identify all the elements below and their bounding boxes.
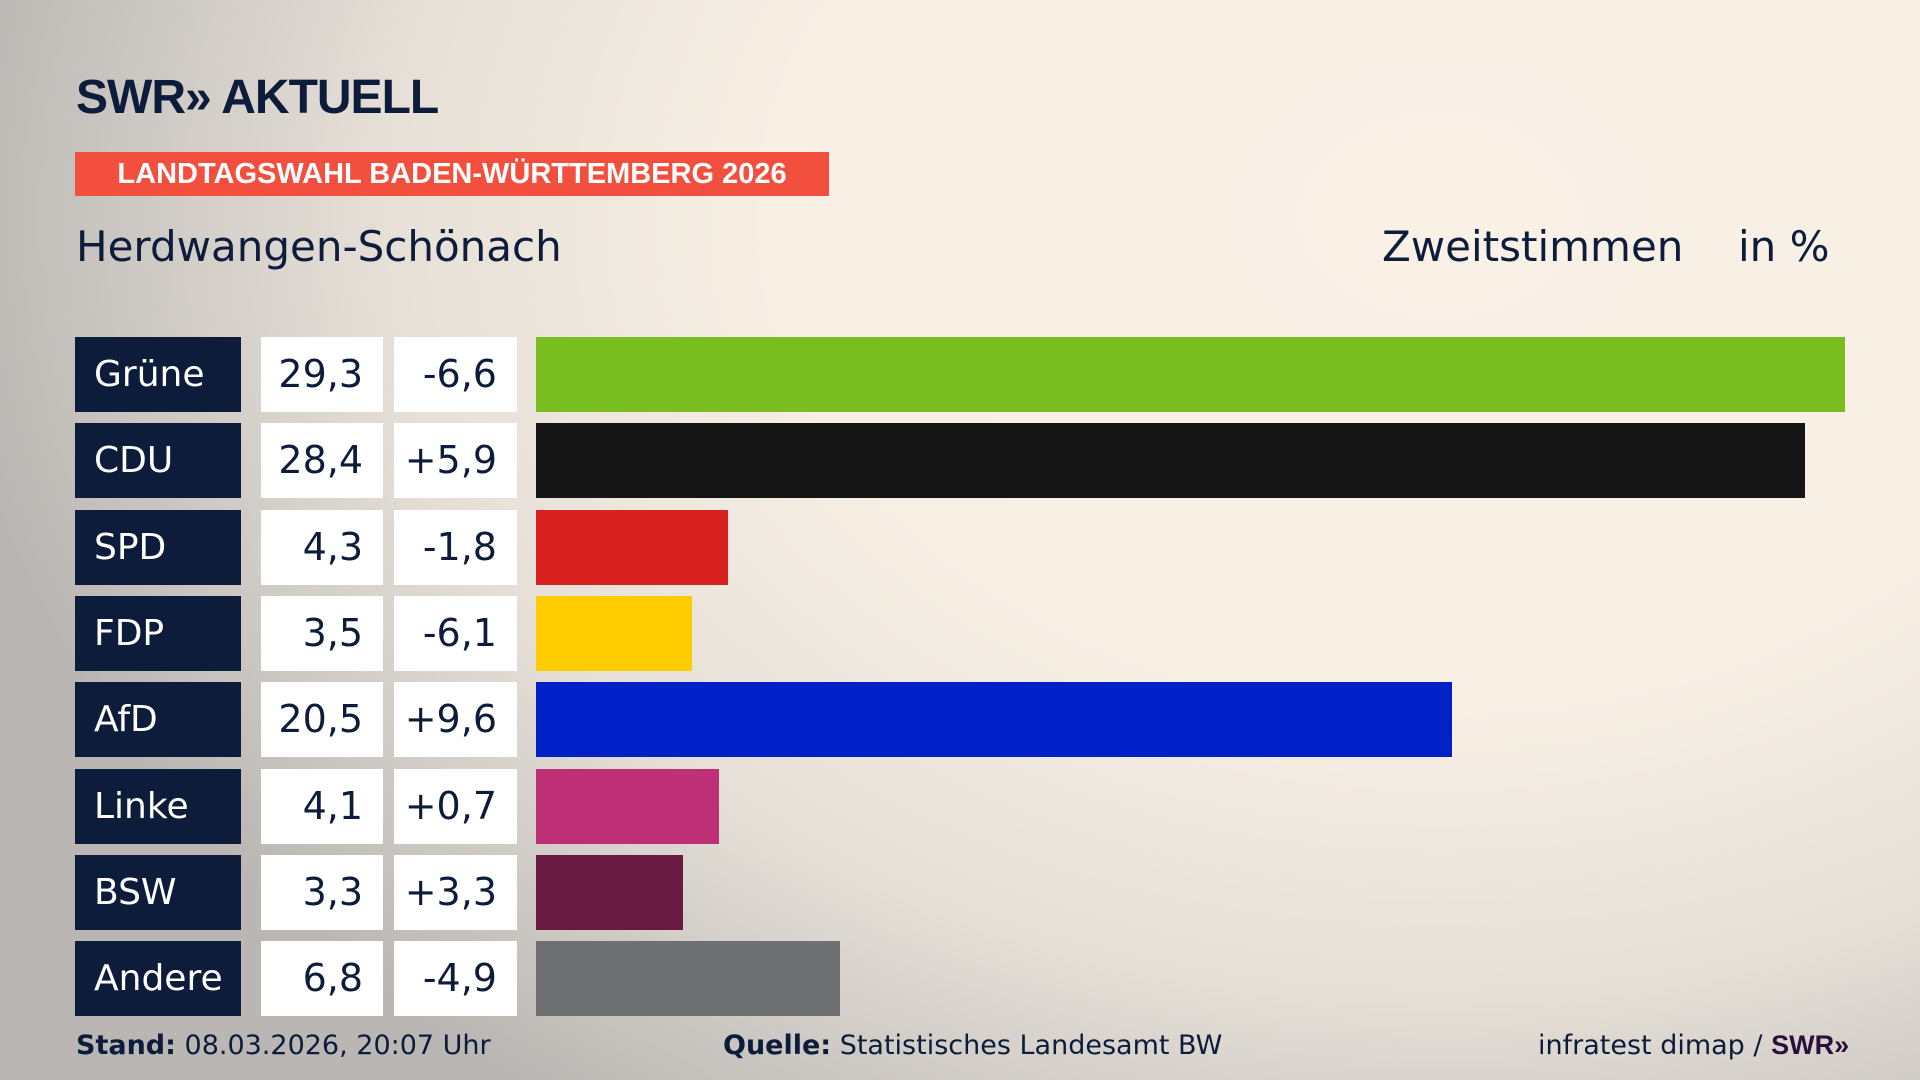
party-label: Andere: [75, 941, 241, 1017]
bar: [536, 423, 1805, 499]
value-label: 28,4: [261, 423, 383, 499]
change-label: +0,7: [394, 768, 517, 844]
stand-value: 08.03.2026, 20:07 Uhr: [184, 1030, 491, 1061]
source: Quelle: Statistisches Landesamt BW: [723, 1030, 1222, 1061]
measure-label: Zweitstimmen: [1382, 222, 1684, 271]
party-label: Linke: [75, 768, 241, 844]
bar: [536, 854, 684, 930]
unit-label: in %: [1738, 222, 1830, 271]
change-label: +3,3: [394, 854, 517, 930]
value-label: 3,3: [261, 854, 383, 930]
change-label: -6,1: [394, 595, 517, 671]
change-label: -6,6: [394, 337, 517, 412]
value-label: 6,8: [261, 941, 383, 1017]
party-label: BSW: [75, 854, 241, 930]
party-label: Grüne: [75, 337, 241, 412]
party-label: SPD: [75, 509, 241, 585]
party-label: AfD: [75, 682, 241, 758]
credit-text: infratest dimap /: [1538, 1030, 1763, 1061]
value-label: 4,1: [261, 768, 383, 844]
swr-aktuell-logo: SWR» AKTUELL: [76, 71, 439, 124]
region-title: Herdwangen-Schönach: [76, 222, 562, 271]
bar: [536, 337, 1845, 412]
bar: [536, 682, 1452, 758]
source-label: Quelle:: [723, 1030, 832, 1061]
change-label: -4,9: [394, 941, 517, 1017]
credit: infratest dimap / SWR»: [1538, 1030, 1849, 1061]
election-banner: LANDTAGSWAHL BADEN-WÜRTTEMBERG 2026: [75, 152, 829, 196]
value-label: 29,3: [261, 337, 383, 412]
value-label: 4,3: [261, 509, 383, 585]
bar: [536, 941, 840, 1017]
bar: [536, 768, 720, 844]
change-label: -1,8: [394, 509, 517, 585]
source-value: Statistisches Landesamt BW: [839, 1030, 1223, 1061]
swr-logo: SWR»: [1771, 1030, 1850, 1060]
timestamp: Stand: 08.03.2026, 20:07 Uhr: [76, 1030, 491, 1061]
stand-label: Stand:: [76, 1030, 176, 1061]
party-label: CDU: [75, 423, 241, 499]
party-label: FDP: [75, 595, 241, 671]
change-label: +5,9: [394, 423, 517, 499]
bar: [536, 595, 693, 671]
bar: [536, 509, 729, 585]
change-label: +9,6: [394, 682, 517, 758]
value-label: 20,5: [261, 682, 383, 758]
value-label: 3,5: [261, 595, 383, 671]
